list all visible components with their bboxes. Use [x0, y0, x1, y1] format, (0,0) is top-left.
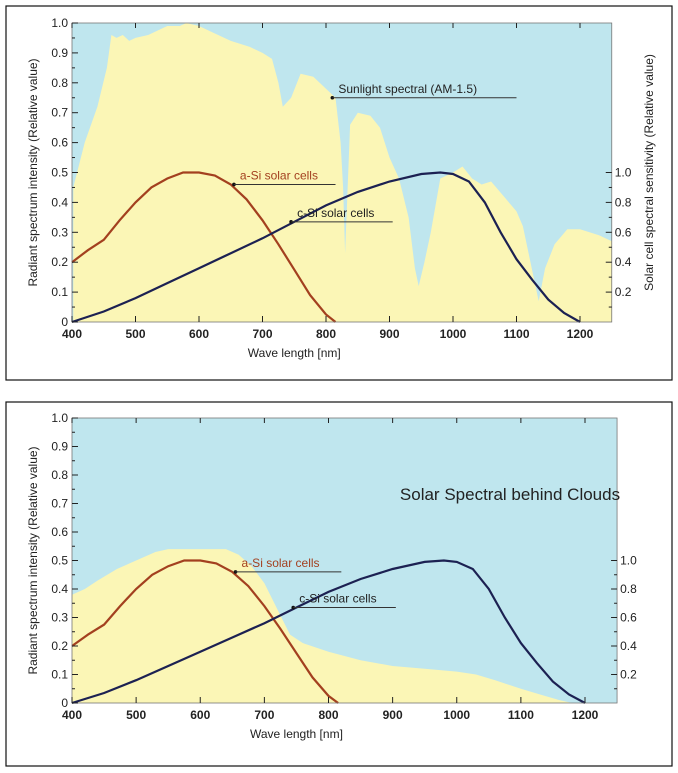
x-tick-label: 1100 [503, 327, 529, 341]
y-tick-label: 0.5 [51, 554, 68, 568]
y-right-tick-label: 0.8 [620, 582, 637, 596]
y-right-tick-label: 0.8 [615, 195, 632, 209]
y-tick-label: 0.6 [51, 525, 68, 539]
y-tick-label: 0.8 [51, 468, 68, 482]
x-tick-label: 500 [125, 327, 145, 341]
a-si-curve [71, 559, 339, 704]
y-tick-label: 0.2 [51, 255, 68, 269]
c-si-curve [71, 559, 586, 705]
y-tick-label: 0.7 [51, 106, 68, 120]
x-tick-label: 800 [316, 327, 336, 341]
y-tick-label: 0.2 [51, 639, 68, 653]
y-tick-label: 0 [61, 315, 68, 329]
x-tick-label: 900 [383, 708, 403, 722]
c-si-curve [71, 171, 581, 324]
sunlight-spectrum-area [72, 549, 573, 703]
x-axis-label: Wave length [nm] [248, 346, 341, 360]
x-tick-label: 800 [318, 708, 338, 722]
y-tick-label: 0.6 [51, 136, 68, 150]
sunlight-spectrum-area [73, 23, 612, 322]
y-tick-label: 0.9 [51, 46, 68, 60]
y-right-tick-label: 0.6 [620, 611, 637, 625]
y-tick-label: 0.3 [51, 225, 68, 239]
y-tick-label: 1.0 [51, 411, 68, 425]
y-tick-label: 0.4 [51, 195, 68, 209]
y-axis-label: Radiant spectrum intensity (Relative val… [26, 446, 40, 674]
x-tick-label: 700 [254, 708, 274, 722]
x-tick-label: 400 [62, 708, 82, 722]
x-tick-label: 500 [126, 708, 146, 722]
chart-panel-1: 0 0.1 0.2 0.3 0.4 0.5 0.6 0.7 0.8 0.9 1.0 0.2 0.4 0.6… [5, 5, 673, 381]
chart-title: Solar Spectral behind Clouds [400, 485, 620, 504]
x-tick-label: 1000 [443, 708, 470, 722]
y-tick-label: 1.0 [51, 16, 68, 30]
y-tick-label: 0.4 [51, 582, 68, 596]
y-tick-label: 0 [61, 696, 68, 710]
y-tick-label: 0.5 [51, 166, 68, 180]
y-tick-label: 0.1 [51, 668, 68, 682]
y-tick-label: 0.9 [51, 440, 68, 454]
y-tick-label: 0.7 [51, 497, 68, 511]
c-si-label: c-Si solar cells [297, 206, 374, 220]
x-tick-label: 600 [189, 327, 209, 341]
y-right-tick-label: 0.2 [615, 285, 632, 299]
x-tick-label: 1000 [440, 327, 467, 341]
y-right-tick-label: 0.6 [615, 225, 632, 239]
y-tick-label: 0.1 [51, 285, 68, 299]
y-tick-label: 0.3 [51, 611, 68, 625]
spectrum-label: Sunlight spectral (AM-1.5) [338, 82, 477, 96]
a-si-label: a-Si solar cells [242, 556, 320, 570]
x-axis-label: Wave length [nm] [250, 727, 343, 741]
x-tick-label: 700 [252, 327, 272, 341]
a-si-label: a-Si solar cells [240, 168, 318, 182]
y-right-tick-label: 0.4 [620, 639, 637, 653]
x-tick-label: 900 [379, 327, 399, 341]
y-right-tick-label: 1.0 [620, 554, 637, 568]
c-si-label: c-Si solar cells [299, 592, 376, 606]
y-right-tick-label: 0.4 [615, 255, 632, 269]
y-tick-label: 0.8 [51, 76, 68, 90]
y-right-axis-label: Solar cell spectral sensitivity (Relativ… [642, 54, 656, 291]
y-right-tick-label: 1.0 [615, 166, 632, 180]
y-right-tick-label: 0.2 [620, 668, 637, 682]
x-tick-label: 600 [190, 708, 210, 722]
x-tick-label: 1100 [508, 708, 534, 722]
x-tick-label: 1200 [567, 327, 594, 341]
x-tick-label: 1200 [572, 708, 599, 722]
y-axis-label: Radiant spectrum intensity (Relative val… [26, 58, 40, 286]
chart-panel-2: 0 0.1 0.2 0.3 0.4 0.5 0.6 0.7 0.8 0.9 1.0 0.2 0.4 0.6… [5, 401, 673, 767]
a-si-curve [71, 171, 337, 323]
x-tick-label: 400 [62, 327, 82, 341]
